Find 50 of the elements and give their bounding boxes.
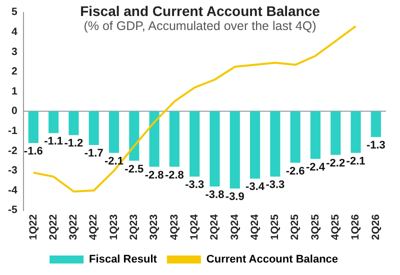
data-label: -3.9 <box>225 191 244 204</box>
x-tick-label: 4Q25 <box>330 214 342 240</box>
legend-label: Current Account Balance <box>206 254 338 266</box>
data-label: -3.3 <box>185 179 204 192</box>
data-label: -3.3 <box>266 179 285 192</box>
x-tick-label: 4Q22 <box>88 214 100 240</box>
x-tick-label: 3Q25 <box>309 214 322 240</box>
x-tick-label: 3Q23 <box>148 214 160 240</box>
text: (% of GDP, Accumulated over the last 4Q) <box>84 19 316 33</box>
data-label: -1.2 <box>64 138 84 150</box>
data-label: -1.7 <box>84 148 104 160</box>
y-tick-label: 3 <box>11 46 18 58</box>
data-label: -2.4 <box>306 161 326 174</box>
x-tick-label: 1Q23 <box>108 214 120 240</box>
y-tick-label: -2 <box>8 144 18 157</box>
data-label: -2.5 <box>124 163 144 176</box>
data-label: -2.8 <box>164 169 184 182</box>
x-tick-label: 3Q24 <box>228 214 241 240</box>
data-label: -3.4 <box>246 181 266 194</box>
x-tick-label: 4Q24 <box>248 214 261 240</box>
x-tick-label: 3Q22 <box>68 214 80 240</box>
y-tick-label: 0 <box>11 105 18 118</box>
x-tick-label: 2Q24 <box>208 214 221 240</box>
data-label: -1.3 <box>366 140 386 152</box>
y-tick-label: 5 <box>11 6 18 18</box>
x-tick-label: 1Q24 <box>188 214 200 240</box>
data-label: -1.6 <box>24 146 43 158</box>
legend-label: Fiscal Result <box>89 254 158 266</box>
y-tick-label: -1 <box>8 125 18 137</box>
data-label: -2.2 <box>326 157 346 170</box>
x-tick-label: 1Q26 <box>350 214 362 240</box>
x-tick-label: 1Q25 <box>269 214 282 240</box>
y-tick-label: -4 <box>8 184 18 196</box>
x-tick-label: 2Q26 <box>370 214 382 240</box>
y-tick-label: -5 <box>8 204 18 216</box>
x-tick-label: 2Q23 <box>128 214 140 240</box>
x-tick-label: 2Q22 <box>47 214 60 240</box>
y-tick-label: -3 <box>8 164 18 177</box>
data-label: -1.1 <box>44 136 64 148</box>
y-tick-label: 2 <box>11 66 18 78</box>
data-label: -3.8 <box>205 189 224 202</box>
y-tick-label: 4 <box>11 26 18 38</box>
x-tick-label: 2Q25 <box>289 214 302 240</box>
data-label: -2.6 <box>286 165 305 178</box>
x-tick-label: 4Q23 <box>168 214 180 240</box>
y-tick-label: 1 <box>11 85 18 98</box>
chart-title: Fiscal and Current Account Balance <box>80 3 320 19</box>
data-label: -2.8 <box>144 169 164 182</box>
x-tick-label: 1Q22 <box>27 214 40 240</box>
data-label: -2.1 <box>346 155 366 168</box>
